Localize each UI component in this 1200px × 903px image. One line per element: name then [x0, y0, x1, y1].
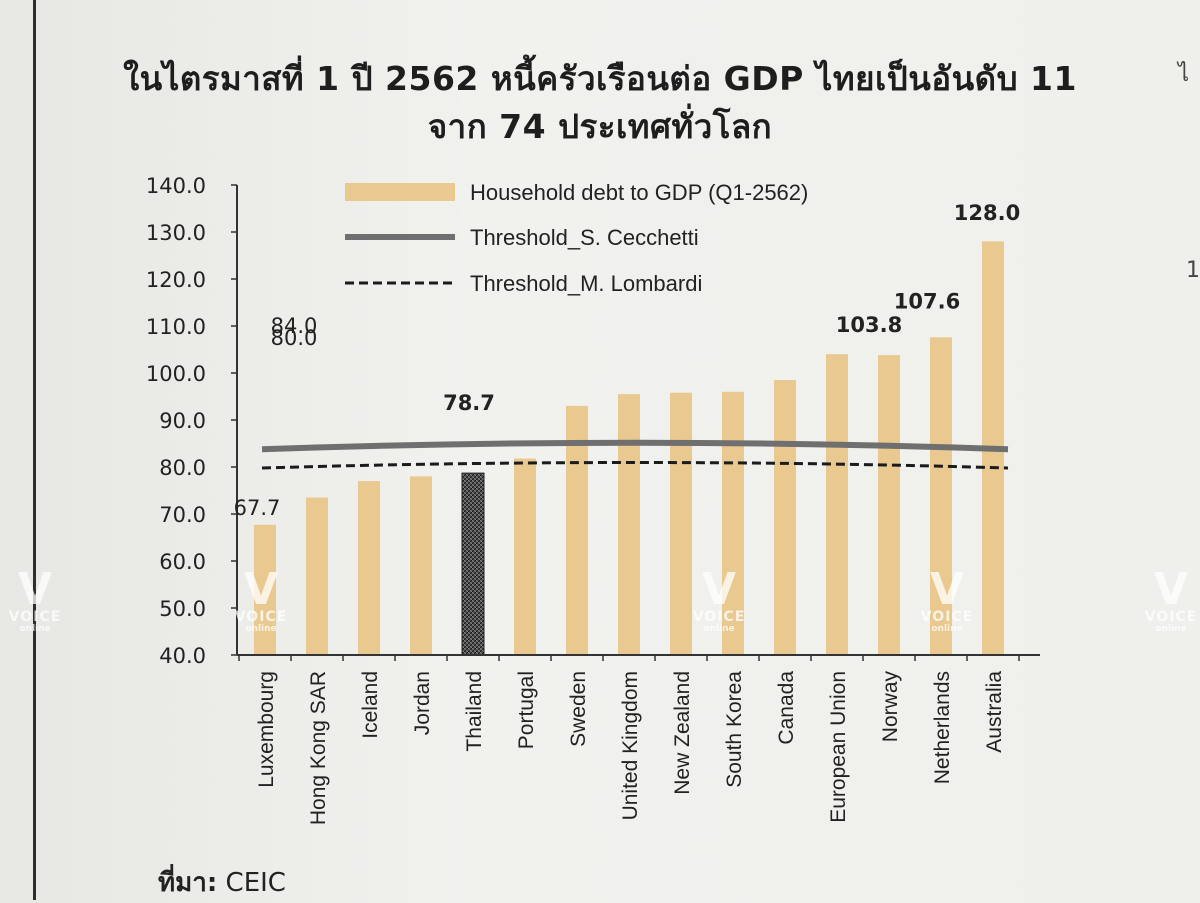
x-tick-label: Netherlands	[931, 671, 954, 784]
y-tick-label: 120.0	[146, 268, 206, 292]
x-tick-label: Hong Kong SAR	[307, 671, 330, 825]
y-tick-label: 80.0	[159, 456, 206, 480]
margin-text-top: ไ	[1178, 62, 1190, 87]
bar-new-zealand	[670, 392, 692, 655]
chart-title-line1: ในไตรมาสที่ 1 ปี 2562 หนี้ครัวเรือนต่อ G…	[123, 59, 1077, 98]
x-tick-label: European Union	[827, 671, 850, 823]
margin-text-mid: 1	[1186, 258, 1200, 283]
x-tick-label: Portugal	[515, 671, 538, 749]
x-tick-label: South Korea	[723, 671, 746, 788]
source-label: ที่มา:	[158, 868, 218, 898]
bar-jordan	[410, 476, 432, 655]
bar-european-union	[826, 354, 848, 655]
x-tick-label: Norway	[879, 671, 902, 743]
data-label: 78.7	[443, 391, 495, 415]
y-tick-label: 100.0	[146, 362, 206, 386]
bar-south-korea	[722, 391, 744, 655]
bar-hong-kong-sar	[306, 497, 328, 655]
x-tick-label: Sweden	[567, 671, 590, 747]
legend-label-household-debt: Household debt to GDP (Q1-2562)	[470, 180, 808, 205]
watermark-voice-1: V VOICE online	[8, 564, 62, 635]
data-label: 84.0	[271, 314, 318, 338]
y-tick-label: 140.0	[146, 174, 206, 198]
data-label: 103.8	[836, 313, 902, 337]
legend-label-cecchetti: Threshold_S. Cecchetti	[470, 225, 699, 250]
line-threshold-lombardi	[261, 461, 1009, 470]
x-tick-label: New Zealand	[671, 671, 694, 795]
data-label: 67.7	[234, 496, 281, 520]
y-tick-label: 130.0	[146, 221, 206, 245]
watermark-voice-5: V VOICE online	[1144, 564, 1198, 635]
bar-united-kingdom	[618, 394, 640, 655]
y-tick-label: 40.0	[159, 644, 206, 668]
x-tick-label: Luxembourg	[255, 671, 278, 788]
watermark-voice-4: V VOICE online	[920, 564, 974, 635]
x-tick-label: Canada	[775, 671, 798, 745]
x-tick-label: United Kingdom	[619, 671, 642, 820]
source-note: ที่มา: CEIC	[158, 862, 286, 903]
y-tick-label: 60.0	[159, 550, 206, 574]
x-tick-label: Iceland	[359, 671, 382, 739]
bar-sweden	[566, 405, 588, 655]
bar-netherlands	[930, 337, 952, 655]
y-tick-label: 90.0	[159, 409, 206, 433]
legend-label-lombardi: Threshold_M. Lombardi	[470, 271, 702, 296]
bar-thailand	[461, 472, 485, 656]
x-tick-label: Jordan	[411, 671, 434, 735]
bar-iceland	[358, 481, 380, 655]
bar-canada	[774, 380, 796, 655]
source-value: CEIC	[225, 868, 286, 898]
bar-portugal	[514, 458, 536, 655]
x-tick-label: Thailand	[463, 671, 486, 752]
watermark-voice-2: V VOICE online	[234, 564, 288, 635]
page-edge-line	[33, 0, 36, 900]
data-label: 128.0	[954, 201, 1020, 225]
bar-luxembourg	[254, 524, 276, 655]
chart-title-line2: จาก 74 ประเทศทั่วโลก	[427, 107, 773, 146]
bar-norway	[878, 355, 900, 655]
data-label: 80.0	[271, 326, 318, 350]
data-label: 107.6	[894, 290, 960, 314]
legend-swatch-household-debt	[345, 183, 455, 201]
y-tick-label: 70.0	[159, 503, 206, 527]
x-tick-label: Australia	[983, 671, 1006, 753]
watermark-voice-3: V VOICE online	[692, 564, 746, 635]
y-tick-label: 110.0	[146, 315, 206, 339]
line-threshold-cecchetti	[261, 439, 1009, 453]
y-tick-label: 50.0	[159, 597, 206, 621]
